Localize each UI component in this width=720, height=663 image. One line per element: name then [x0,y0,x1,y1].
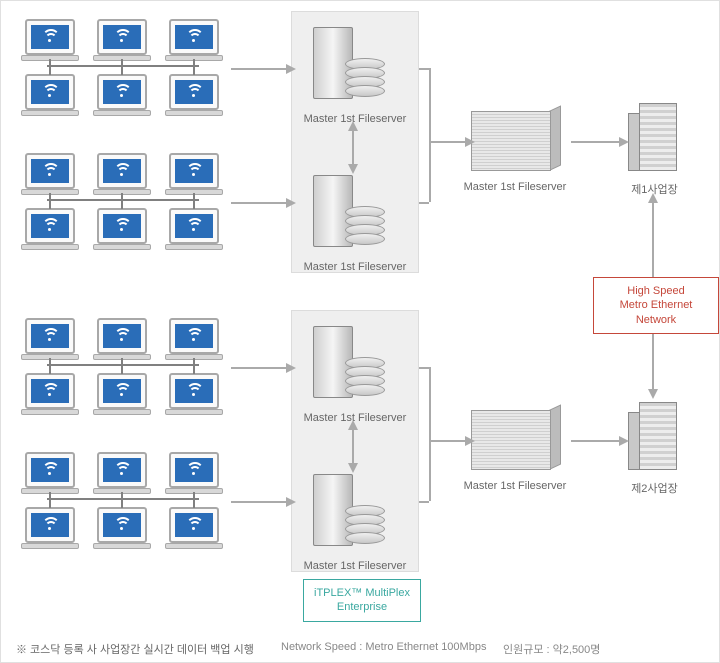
laptop-icon [21,452,79,494]
laptop-grid [21,19,226,119]
laptop-grid [21,318,226,418]
arrow-icon [348,463,358,473]
site-label: 제2사업장 [627,480,682,496]
laptop-icon [165,208,223,250]
arrow-icon [348,164,358,174]
server-label: Master 1st Fileserver [455,181,575,193]
arrow-icon [348,121,358,131]
rack-server-icon [471,406,561,476]
laptop-icon [165,318,223,360]
server-label: Master 1st Fileserver [295,261,415,273]
laptop-icon [93,507,151,549]
arrow-icon [619,436,629,446]
arrow-icon [648,193,658,203]
footnote-text: Network Speed : Metro Ethernet 100Mbps [281,641,486,653]
laptop-icon [21,373,79,415]
laptop-icon [165,373,223,415]
laptop-icon [93,153,151,195]
laptop-icon [93,19,151,61]
network-diagram: Master 1st Fileserver Master 1st Fileserv… [1,1,719,662]
fileserver-icon [301,21,391,111]
laptop-icon [21,208,79,250]
arrow-icon [465,137,475,147]
arrow-icon [465,436,475,446]
server-label: Master 1st Fileserver [295,560,415,572]
building-icon [626,397,681,472]
footnote-text: ※ 코스닥 등록 사 사업장간 실시간 데이터 백업 시행 [16,641,254,657]
building-icon [626,98,681,173]
arrow-icon [648,389,658,399]
server-label: Master 1st Fileserver [455,480,575,492]
rack-server-icon [471,107,561,177]
product-label-box: iTPLEX™ MultiPlexEnterprise [303,579,421,622]
arrow-icon [286,64,296,74]
laptop-icon [93,318,151,360]
laptop-icon [165,507,223,549]
laptop-icon [21,74,79,116]
arrow-icon [348,420,358,430]
laptop-grid [21,153,226,253]
arrow-icon [286,198,296,208]
laptop-icon [165,452,223,494]
arrow-icon [619,137,629,147]
fileserver-icon [301,320,391,410]
laptop-icon [165,74,223,116]
laptop-icon [165,19,223,61]
network-label-box: High SpeedMetro Ethernet Network [593,277,719,334]
laptop-icon [93,373,151,415]
laptop-icon [21,19,79,61]
laptop-icon [21,507,79,549]
laptop-icon [93,452,151,494]
arrow-icon [286,363,296,373]
laptop-icon [21,153,79,195]
arrow-icon [286,497,296,507]
laptop-icon [93,208,151,250]
laptop-icon [21,318,79,360]
laptop-grid [21,452,226,552]
footnote-text: 인원규모 : 약2,500명 [503,641,600,657]
laptop-icon [165,153,223,195]
fileserver-icon [301,468,391,558]
fileserver-icon [301,169,391,259]
laptop-icon [93,74,151,116]
